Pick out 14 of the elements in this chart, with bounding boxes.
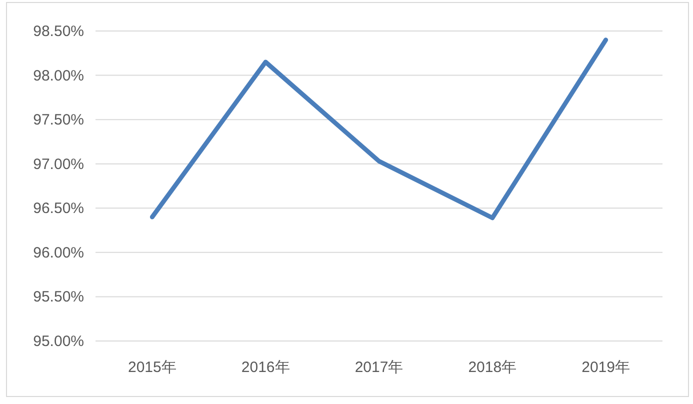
y-tick-label: 98.00% <box>33 67 84 84</box>
y-tick-label: 96.00% <box>33 244 84 262</box>
y-tick-label: 95.50% <box>33 288 84 306</box>
line-series <box>150 38 608 220</box>
y-tick-label: 97.00% <box>33 156 84 173</box>
x-tick-label: 2016年 <box>241 359 290 376</box>
y-tick-label: 98.50% <box>33 23 84 40</box>
y-tick-label: 95.00% <box>33 333 84 350</box>
y-tick-label: 96.50% <box>33 200 84 218</box>
x-tick-label: 2018年 <box>468 359 517 376</box>
x-tick-label: 2019年 <box>582 359 630 376</box>
x-tick-label: 2015年 <box>128 359 176 376</box>
y-tick-label: 97.50% <box>33 112 84 129</box>
x-tick-label: 2017年 <box>354 359 404 376</box>
